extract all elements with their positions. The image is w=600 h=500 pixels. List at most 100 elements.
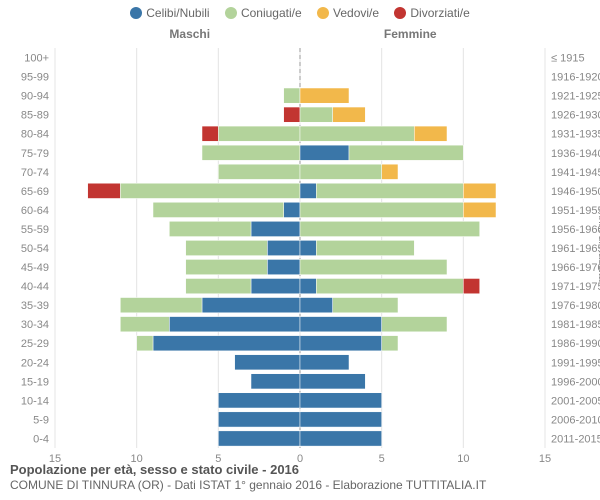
bar-male-c <box>267 240 300 255</box>
svg-text:2011-2015: 2011-2015 <box>551 433 600 445</box>
bar-female-v <box>333 107 366 122</box>
bar-male-c <box>267 259 300 274</box>
svg-text:30-34: 30-34 <box>21 319 49 331</box>
bar-female-v <box>463 202 496 217</box>
legend-coniug: Coniugati/e <box>241 6 302 20</box>
chart-subtitle: COMUNE DI TINNURA (OR) - Dati ISTAT 1° g… <box>10 478 486 494</box>
svg-text:15-19: 15-19 <box>21 376 49 388</box>
pyramid-svg: 05510101515MaschiFemmine0-42011-20155-92… <box>0 0 600 500</box>
svg-text:1926-1930: 1926-1930 <box>551 110 600 122</box>
bar-female-c <box>300 355 349 370</box>
bar-male-c <box>251 374 300 389</box>
bar-male-con <box>120 183 300 198</box>
bar-female-c <box>300 298 333 313</box>
bar-male-c <box>235 355 300 370</box>
bar-female-c <box>300 317 382 332</box>
bar-male-con <box>169 221 251 236</box>
svg-text:1931-1935: 1931-1935 <box>551 129 600 141</box>
svg-text:50-54: 50-54 <box>21 243 49 255</box>
bar-male-con <box>137 336 153 351</box>
bar-female-c <box>300 431 382 446</box>
svg-text:35-39: 35-39 <box>21 300 49 312</box>
bar-male-c <box>251 278 300 293</box>
bar-female-con <box>300 221 480 236</box>
bar-male-con <box>202 145 300 160</box>
bar-female-c <box>300 278 316 293</box>
svg-text:1961-1965: 1961-1965 <box>551 243 600 255</box>
svg-text:100+: 100+ <box>24 53 49 65</box>
bar-male-c <box>153 336 300 351</box>
bar-female-v <box>382 164 398 179</box>
svg-text:65-69: 65-69 <box>21 186 49 198</box>
svg-text:1971-1975: 1971-1975 <box>551 281 600 293</box>
bar-female-con <box>333 298 398 313</box>
bar-male-c <box>218 412 300 427</box>
svg-text:1921-1925: 1921-1925 <box>551 91 600 103</box>
svg-text:Maschi: Maschi <box>169 27 210 41</box>
svg-text:1991-1995: 1991-1995 <box>551 357 600 369</box>
bar-male-d <box>88 183 121 198</box>
bar-female-con <box>300 107 333 122</box>
bar-female-con <box>382 336 398 351</box>
bar-male-c <box>251 221 300 236</box>
bar-male-con <box>284 88 300 103</box>
bar-female-con <box>300 164 382 179</box>
svg-text:60-64: 60-64 <box>21 205 49 217</box>
bar-female-con <box>316 183 463 198</box>
legend-vedovi: Vedovi/e <box>333 6 379 20</box>
svg-text:2006-2010: 2006-2010 <box>551 414 600 426</box>
bar-male-d <box>202 126 218 141</box>
svg-text:≤ 1915: ≤ 1915 <box>551 53 585 65</box>
bar-female-d <box>463 278 479 293</box>
svg-text:Femmine: Femmine <box>384 27 437 41</box>
bar-female-c <box>300 240 316 255</box>
svg-text:10-14: 10-14 <box>21 395 49 407</box>
bar-male-con <box>120 298 202 313</box>
svg-text:80-84: 80-84 <box>21 129 49 141</box>
bar-female-con <box>382 317 447 332</box>
svg-text:5-9: 5-9 <box>33 414 49 426</box>
svg-text:20-24: 20-24 <box>21 357 49 369</box>
bar-male-con <box>186 278 251 293</box>
svg-text:1956-1960: 1956-1960 <box>551 224 600 236</box>
svg-text:70-74: 70-74 <box>21 167 49 179</box>
bar-female-c <box>300 374 365 389</box>
svg-text:1966-1970: 1966-1970 <box>551 262 600 274</box>
svg-text:1941-1945: 1941-1945 <box>551 167 600 179</box>
bar-male-con <box>120 317 169 332</box>
svg-text:1951-1955: 1951-1955 <box>551 205 600 217</box>
population-pyramid-chart: Celibi/Nubili Coniugati/e Vedovi/e Divor… <box>0 0 600 500</box>
chart-footer: Popolazione per età, sesso e stato civil… <box>10 462 486 494</box>
svg-text:1936-1940: 1936-1940 <box>551 148 600 160</box>
bar-male-con <box>218 164 300 179</box>
bar-female-con <box>349 145 463 160</box>
bar-male-c <box>218 393 300 408</box>
axis-label-right: Anni di nascita <box>596 210 600 282</box>
bar-female-v <box>463 183 496 198</box>
legend: Celibi/Nubili Coniugati/e Vedovi/e Divor… <box>0 6 600 20</box>
bar-male-con <box>153 202 284 217</box>
bar-female-c <box>300 336 382 351</box>
bar-male-d <box>284 107 300 122</box>
bar-male-c <box>218 431 300 446</box>
bar-female-con <box>300 126 414 141</box>
svg-text:45-49: 45-49 <box>21 262 49 274</box>
svg-text:15: 15 <box>539 453 551 465</box>
bar-male-c <box>284 202 300 217</box>
svg-text:75-79: 75-79 <box>21 148 49 160</box>
svg-text:90-94: 90-94 <box>21 91 49 103</box>
bar-female-c <box>300 145 349 160</box>
bar-female-con <box>300 259 447 274</box>
bar-female-con <box>316 240 414 255</box>
svg-text:1916-1920: 1916-1920 <box>551 72 600 84</box>
bar-female-c <box>300 412 382 427</box>
bar-male-c <box>169 317 300 332</box>
bar-male-con <box>218 126 300 141</box>
svg-text:1946-1950: 1946-1950 <box>551 186 600 198</box>
svg-text:95-99: 95-99 <box>21 72 49 84</box>
svg-text:1976-1980: 1976-1980 <box>551 300 600 312</box>
bar-male-con <box>186 259 268 274</box>
bar-female-v <box>300 88 349 103</box>
bar-female-v <box>414 126 447 141</box>
bar-female-c <box>300 183 316 198</box>
